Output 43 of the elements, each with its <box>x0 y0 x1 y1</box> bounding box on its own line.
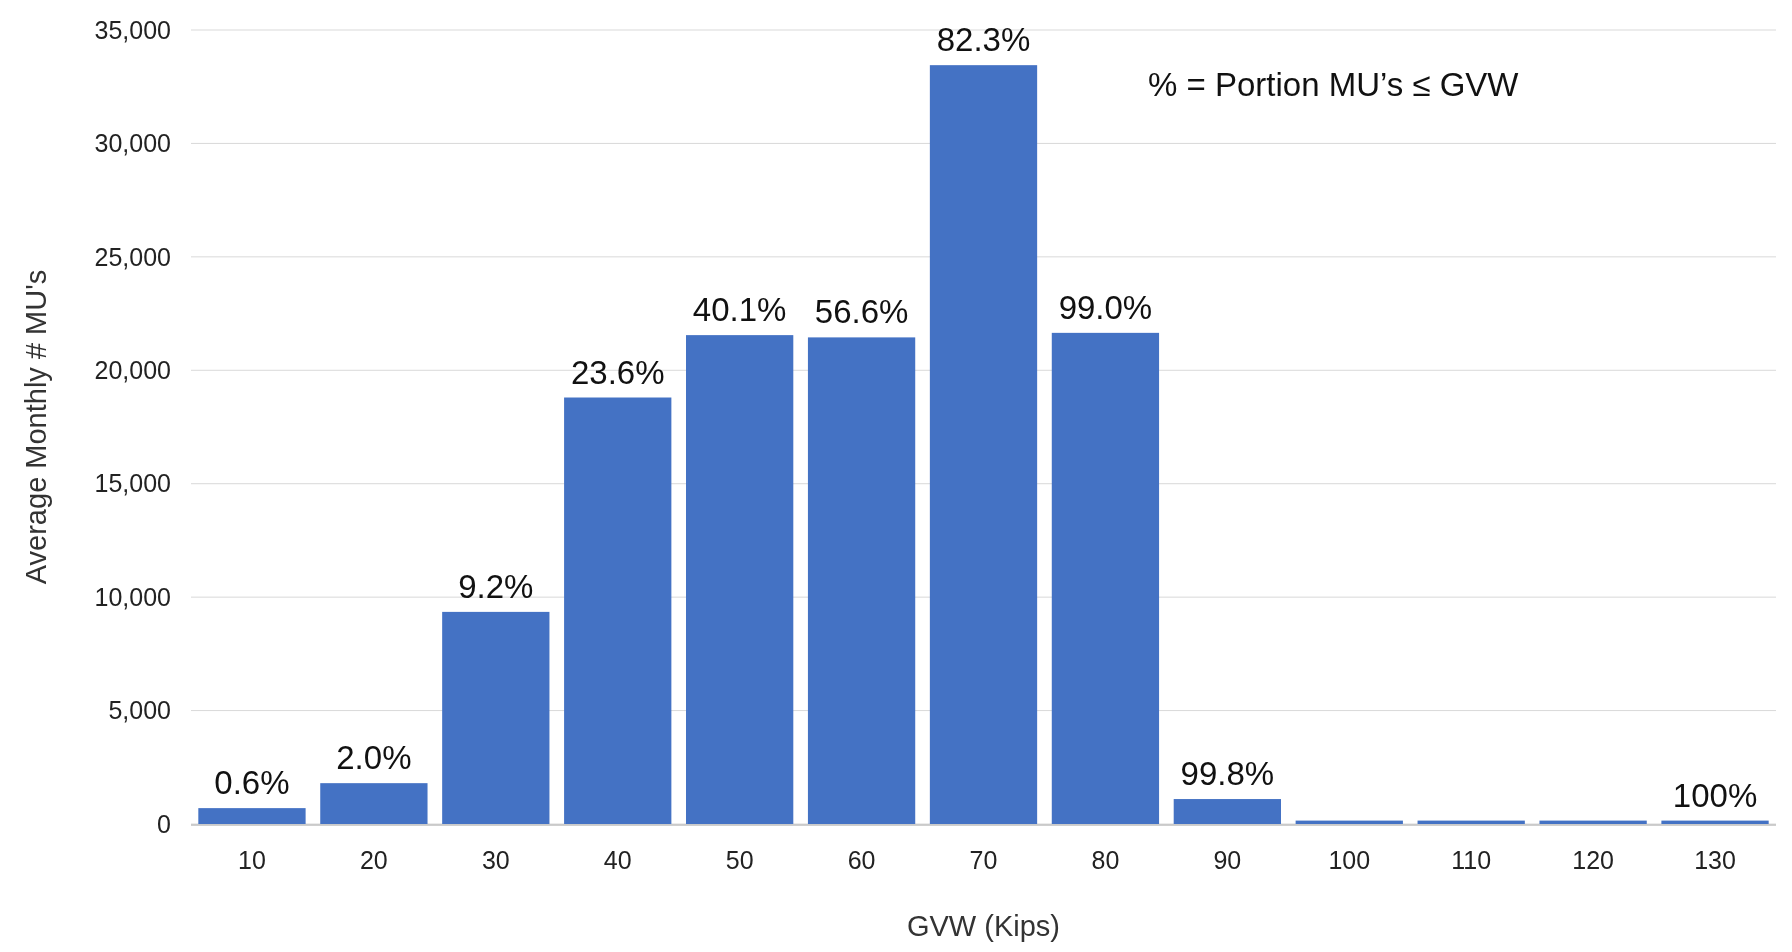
x-tick-label: 100 <box>1328 846 1371 874</box>
x-tick-label: 10 <box>238 846 266 874</box>
bar <box>686 335 794 824</box>
x-tick-label: 40 <box>603 846 632 874</box>
y-tick-label: 15,000 <box>94 469 171 498</box>
x-tick-label: 130 <box>1694 846 1736 874</box>
x-tick-label: 110 <box>1451 846 1492 874</box>
bar <box>807 337 916 824</box>
bar <box>929 65 1038 824</box>
x-tick-label: 120 <box>1572 846 1614 874</box>
y-tick-label: 30,000 <box>94 129 171 158</box>
x-axis-title: GVW (Kips) <box>906 910 1061 942</box>
x-tick-label: 90 <box>1213 846 1242 874</box>
y-axis-title: Average Monthly # MU's <box>20 269 52 585</box>
y-tick-label: 35,000 <box>94 15 171 44</box>
bar <box>1051 332 1160 824</box>
x-tick-label: 70 <box>969 846 998 874</box>
x-tick-label: 50 <box>725 846 754 874</box>
x-tick-label: 80 <box>1091 846 1120 874</box>
annotation: 9.2% <box>458 567 534 605</box>
annotation: 56.6% <box>814 293 909 331</box>
bar <box>198 808 306 824</box>
annotation: 100% <box>1672 776 1758 814</box>
y-tick-label: 25,000 <box>94 242 171 271</box>
annotation: 2.0% <box>336 739 412 777</box>
annotation: % = Portion MU’s ≤ GVW <box>1148 66 1520 103</box>
annotation: 23.6% <box>570 353 665 391</box>
y-tick-label: 20,000 <box>94 356 171 385</box>
y-tick-label: 5,000 <box>108 696 171 725</box>
annotation: 40.1% <box>692 291 787 329</box>
y-tick-label: 0 <box>157 809 171 838</box>
x-tick-label: 20 <box>359 846 388 874</box>
annotation: 99.0% <box>1058 288 1153 326</box>
bar <box>1173 799 1281 824</box>
bar <box>320 783 428 824</box>
x-tick-label: 60 <box>847 846 876 874</box>
y-tick-label: 10,000 <box>94 582 171 611</box>
x-tick-label: 30 <box>481 846 510 874</box>
bar <box>442 611 550 824</box>
bar <box>564 397 672 824</box>
annotation: 99.8% <box>1180 755 1275 793</box>
annotation: 82.3% <box>936 21 1031 59</box>
annotation: 0.6% <box>214 764 290 802</box>
